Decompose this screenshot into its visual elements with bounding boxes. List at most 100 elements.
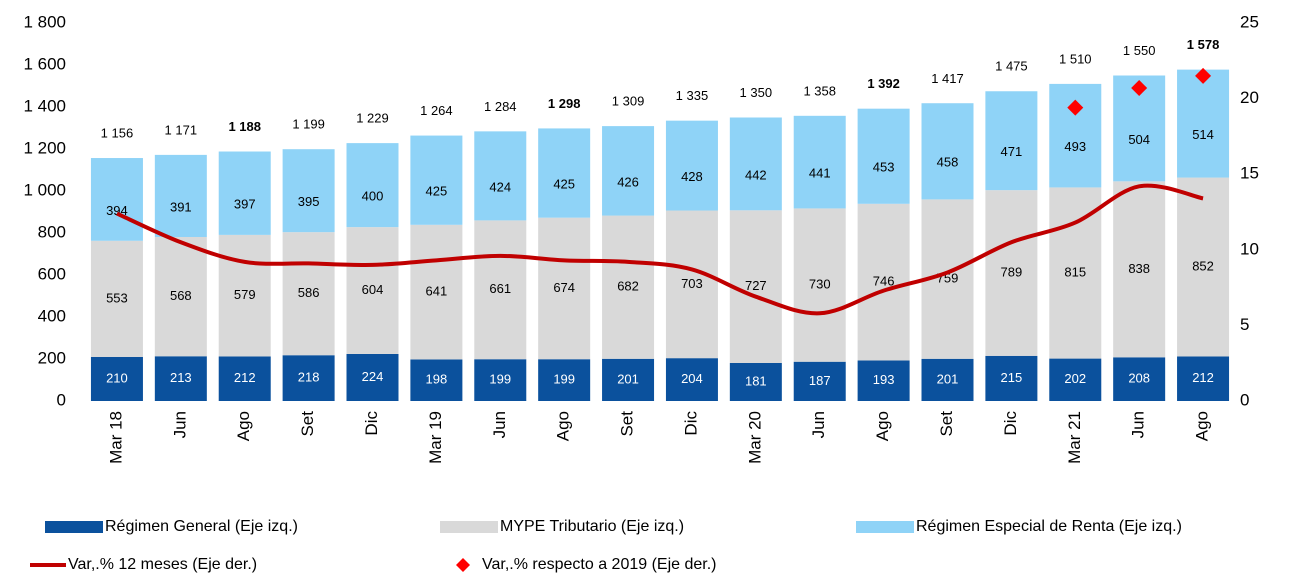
bar-segment xyxy=(90,240,143,357)
bar-segment xyxy=(282,149,335,233)
segment-label: 202 xyxy=(1064,371,1086,386)
bar-segment xyxy=(921,358,974,401)
bar-segment xyxy=(985,190,1038,356)
bar-segment xyxy=(602,215,655,359)
bar-segment xyxy=(90,356,143,401)
legend-label: Régimen General (Eje izq.) xyxy=(105,518,298,535)
x-tick-label: Dic xyxy=(681,411,700,436)
diamond-marker xyxy=(1131,80,1148,97)
bar-segment xyxy=(346,143,399,228)
total-label: 1 510 xyxy=(1059,51,1092,66)
y-tick-label: 0 xyxy=(57,390,66,409)
bar-segment xyxy=(218,234,271,357)
bar-segment xyxy=(729,362,782,401)
bar-segment xyxy=(1049,187,1102,359)
total-label: 1 417 xyxy=(931,71,964,86)
segment-label: 425 xyxy=(426,184,448,199)
y2-tick-label: 15 xyxy=(1240,164,1259,183)
bar-segment xyxy=(602,126,655,216)
segment-label: 442 xyxy=(745,167,767,182)
segment-label: 224 xyxy=(362,369,384,384)
segment-label: 504 xyxy=(1128,132,1150,147)
diamond-marker xyxy=(1195,67,1212,84)
total-label: 1 309 xyxy=(612,94,645,109)
bar-segment xyxy=(793,115,846,209)
legend-swatch xyxy=(856,521,914,533)
x-tick-label: Dic xyxy=(1001,411,1020,436)
x-tick-label: Ago xyxy=(234,411,253,441)
x-tick-label: Set xyxy=(618,411,637,437)
total-label: 1 550 xyxy=(1123,43,1156,58)
legend-swatch xyxy=(440,521,498,533)
y-tick-label: 1 400 xyxy=(23,96,66,115)
segment-label: 212 xyxy=(1192,370,1214,385)
bar-segment xyxy=(857,360,910,401)
bar-segment xyxy=(665,210,718,359)
y-tick-label: 400 xyxy=(38,306,66,325)
bar-segment xyxy=(1177,356,1230,401)
bar-segment xyxy=(218,356,271,401)
bar-segment xyxy=(793,208,846,362)
segment-label: 579 xyxy=(234,287,256,302)
x-tick-label: Set xyxy=(937,411,956,437)
segment-label: 428 xyxy=(681,169,703,184)
legend-label: MYPE Tributario (Eje izq.) xyxy=(500,518,684,535)
y-tick-label: 1 000 xyxy=(23,180,66,199)
segment-label: 674 xyxy=(553,280,575,295)
x-tick-label: Mar 18 xyxy=(106,411,125,464)
bar-segment xyxy=(90,158,143,241)
bar-segment xyxy=(474,220,527,360)
y2-tick-label: 5 xyxy=(1240,315,1249,334)
segment-label: 441 xyxy=(809,166,831,181)
x-tick-label: Ago xyxy=(554,411,573,441)
bar-segment xyxy=(729,210,782,363)
legend-diamond xyxy=(456,558,470,572)
total-label: 1 358 xyxy=(803,83,836,98)
x-tick-label: Set xyxy=(298,411,317,437)
segment-label: 641 xyxy=(426,284,448,299)
total-label: 1 578 xyxy=(1187,37,1220,52)
total-label: 1 350 xyxy=(740,85,773,100)
total-label: 1 171 xyxy=(165,123,198,138)
bar-segment xyxy=(985,91,1038,191)
x-tick-label: Dic xyxy=(362,411,381,436)
x-tick-label: Jun xyxy=(490,411,509,438)
y2-tick-label: 0 xyxy=(1240,390,1249,409)
segment-label: 397 xyxy=(234,197,256,212)
segment-label: 727 xyxy=(745,278,767,293)
segment-label: 213 xyxy=(170,370,192,385)
segment-label: 586 xyxy=(298,285,320,300)
bar-segment xyxy=(1113,357,1166,401)
total-label: 1 156 xyxy=(101,126,134,141)
diamond-marker xyxy=(1067,99,1084,116)
segment-label: 838 xyxy=(1128,261,1150,276)
bar-segment xyxy=(154,154,207,237)
y2-tick-label: 25 xyxy=(1240,12,1259,31)
y2-tick-label: 10 xyxy=(1240,239,1259,258)
total-label: 1 284 xyxy=(484,99,517,114)
segment-label: 181 xyxy=(745,373,767,388)
total-label: 1 229 xyxy=(356,110,389,125)
legend-label: Var,.% respecto a 2019 (Eje der.) xyxy=(482,556,717,573)
segment-label: 458 xyxy=(937,155,959,170)
legend-swatch xyxy=(45,521,103,533)
segment-label: 199 xyxy=(489,372,511,387)
segment-label: 514 xyxy=(1192,127,1214,142)
bar-segment xyxy=(602,358,655,401)
segment-label: 201 xyxy=(937,371,959,386)
bar-segment xyxy=(1113,181,1166,358)
bar-segment xyxy=(410,135,463,225)
segment-label: 198 xyxy=(426,372,448,387)
y-tick-label: 600 xyxy=(38,264,66,283)
bar-segment xyxy=(729,117,782,211)
segment-label: 493 xyxy=(1064,139,1086,154)
bar-segment xyxy=(921,103,974,200)
y-tick-label: 1 800 xyxy=(23,12,66,31)
segment-label: 391 xyxy=(170,199,192,214)
bar-segment xyxy=(538,217,591,360)
segment-label: 193 xyxy=(873,372,895,387)
segment-label: 703 xyxy=(681,276,703,291)
segment-label: 425 xyxy=(553,176,575,191)
y2-tick-label: 20 xyxy=(1240,88,1259,107)
